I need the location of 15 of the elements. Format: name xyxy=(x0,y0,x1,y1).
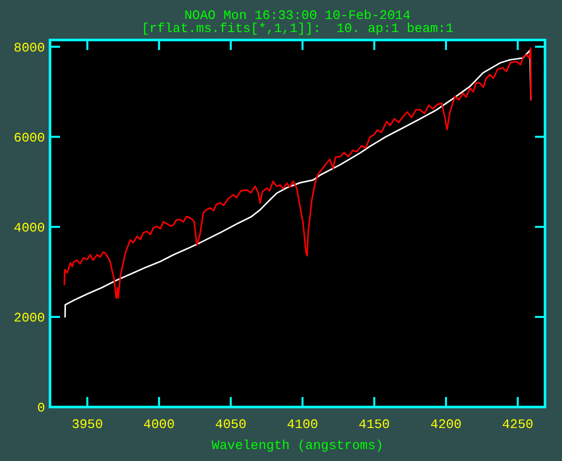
y-tick-label: 8000 xyxy=(14,40,45,56)
y-tick-label: 6000 xyxy=(14,130,45,146)
x-tick-label: 4000 xyxy=(143,417,175,432)
x-tick-label: 4050 xyxy=(215,417,246,432)
y-tick-label: 4000 xyxy=(14,220,45,236)
chart-subtitle: [rflat.ms.fits[*,1,1]]: 10. ap:1 beam:1 xyxy=(141,21,454,36)
x-tick-label: 4150 xyxy=(358,417,390,432)
x-axis-title: Wavelength (angstroms) xyxy=(212,438,384,453)
chart-title: NOAO Mon 16:33:00 10-Feb-2014 xyxy=(184,8,411,23)
x-tick-label: 4100 xyxy=(286,417,318,432)
x-tick-label: 4250 xyxy=(502,417,534,432)
y-tick-label: 2000 xyxy=(14,310,45,326)
y-tick-label: 0 xyxy=(37,400,45,416)
x-tick-label: 4200 xyxy=(430,417,462,432)
x-tick-label: 3950 xyxy=(72,417,103,432)
